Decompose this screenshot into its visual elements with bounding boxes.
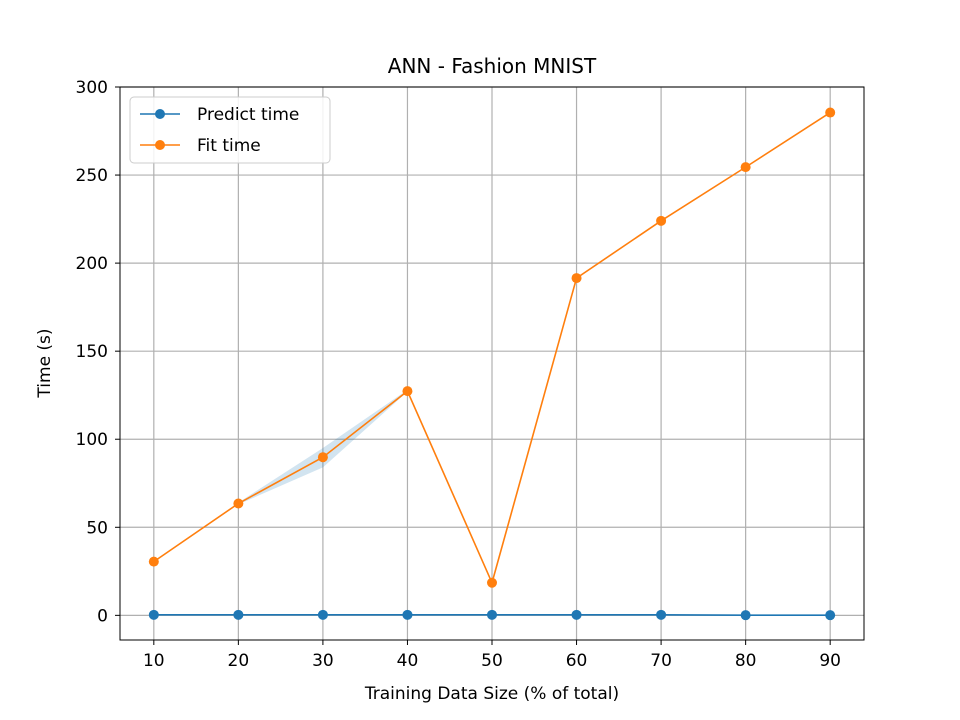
series-2	[148, 107, 836, 588]
data-point	[148, 556, 159, 567]
y-tick-label: 200	[76, 254, 108, 274]
x-tick-label: 60	[566, 651, 588, 671]
y-tick-label: 300	[76, 78, 108, 98]
data-point	[571, 609, 582, 620]
x-tick-label: 90	[819, 651, 841, 671]
data-point	[825, 107, 836, 118]
series-1	[148, 609, 836, 621]
x-tick-label: 20	[228, 651, 250, 671]
x-tick-label: 50	[481, 651, 503, 671]
x-tick-label: 10	[143, 651, 165, 671]
legend-item: Predict time	[140, 105, 299, 125]
y-tick-label: 250	[76, 166, 108, 186]
data-point	[233, 609, 244, 620]
data-point	[402, 386, 413, 397]
data-point	[740, 610, 751, 621]
y-tick-label: 0	[97, 606, 108, 626]
x-tick-label: 80	[735, 651, 757, 671]
legend-item: Fit time	[140, 136, 261, 156]
y-axis-label: Time (s)	[35, 328, 55, 398]
data-point	[487, 577, 497, 588]
legend: Predict time Fit time	[129, 96, 331, 164]
legend-label: Predict time	[197, 105, 299, 125]
x-tick-label: 30	[312, 651, 334, 671]
data-point	[656, 609, 667, 620]
data-point	[571, 273, 582, 284]
chart-title: ANN - Fashion MNIST	[388, 54, 597, 78]
data-point	[487, 609, 497, 620]
y-tick-label: 150	[76, 342, 108, 362]
data-point	[402, 609, 413, 620]
data-point	[656, 215, 667, 226]
x-tick-label: 70	[650, 651, 672, 671]
data-point	[317, 609, 328, 620]
data-point	[740, 162, 751, 173]
data-point	[148, 609, 159, 620]
x-axis-label: Training Data Size (% of total)	[364, 684, 619, 704]
x-tick-label: 40	[397, 651, 419, 671]
legend-marker	[155, 109, 165, 119]
y-tick-label: 100	[76, 430, 108, 450]
data-point	[317, 452, 328, 463]
series-lines	[148, 107, 836, 621]
data-point	[825, 610, 836, 621]
legend-label: Fit time	[197, 136, 261, 156]
legend-marker	[155, 140, 165, 150]
axis-ticks: 10 20 30 40 50 60 70 80 90 0 50 100 150 200 250 300	[76, 78, 841, 671]
data-point	[233, 498, 244, 509]
band-area	[238, 389, 408, 505]
confidence-band	[238, 389, 408, 505]
y-tick-label: 50	[86, 518, 108, 538]
